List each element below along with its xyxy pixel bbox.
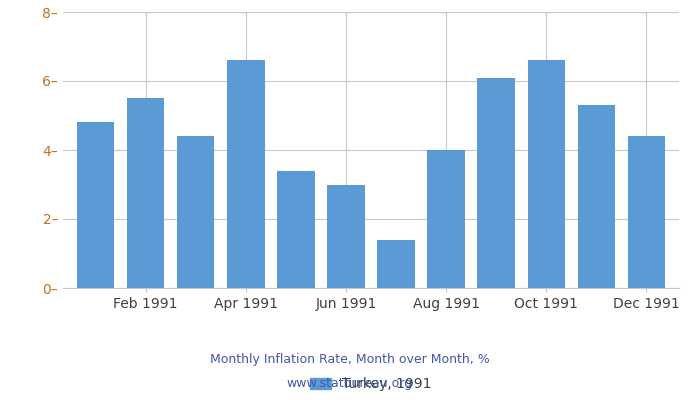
Text: Monthly Inflation Rate, Month over Month, %: Monthly Inflation Rate, Month over Month…: [210, 354, 490, 366]
Bar: [427, 150, 465, 288]
Text: www.statbureau.org: www.statbureau.org: [287, 378, 413, 390]
Bar: [327, 184, 365, 288]
Bar: [177, 136, 214, 288]
Legend: Turkey, 1991: Turkey, 1991: [304, 372, 438, 397]
Bar: [127, 98, 164, 288]
Bar: [477, 78, 515, 288]
Bar: [528, 60, 565, 288]
Bar: [277, 171, 315, 288]
Bar: [227, 60, 265, 288]
Bar: [377, 240, 415, 288]
Bar: [628, 136, 665, 288]
Bar: [77, 122, 114, 288]
Bar: [578, 105, 615, 288]
